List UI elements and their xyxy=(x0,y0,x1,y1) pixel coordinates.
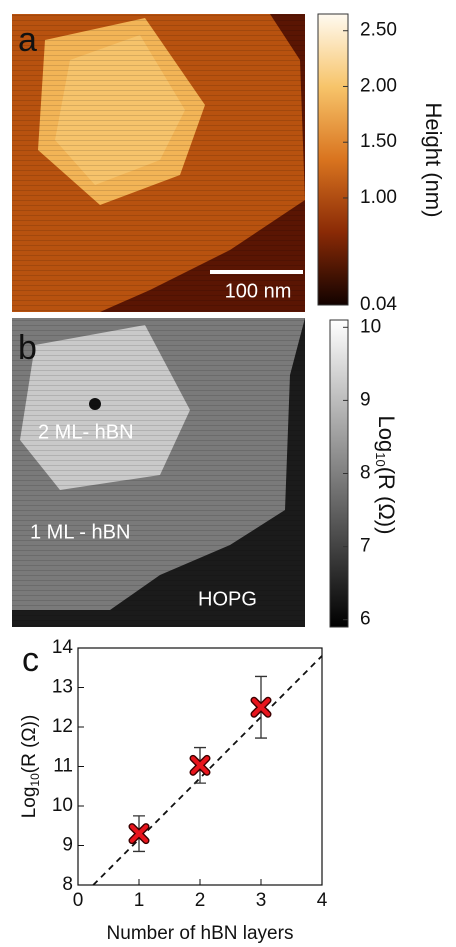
colorbar-tick-label: 0.04 xyxy=(360,294,397,315)
y-tick-label: 13 xyxy=(52,677,73,698)
x-axis-label: Number of hBN layers xyxy=(107,923,294,944)
x-tick-label: 1 xyxy=(134,890,145,911)
data-point-fill xyxy=(251,698,271,717)
colorbar-tick-label: 1.00 xyxy=(360,187,397,208)
panel-label: c xyxy=(22,641,39,679)
scale-bar-label: 100 nm xyxy=(225,280,292,302)
y-tick-label: 9 xyxy=(62,835,73,856)
y-tick-label: 14 xyxy=(52,637,74,658)
label-part: Log xyxy=(374,416,399,453)
resistance-map xyxy=(12,318,305,627)
panel-label: a xyxy=(18,21,37,59)
y-tick-label: 8 xyxy=(62,874,73,895)
colorbar-tick-label: 6 xyxy=(360,609,371,630)
axis-label: Log10(R (Ω)) xyxy=(373,416,400,535)
label-part: (R (Ω)) xyxy=(19,715,40,774)
x-tick-label: 0 xyxy=(73,890,84,911)
annotation: 1 ML - hBN xyxy=(30,521,130,543)
afm-image xyxy=(12,14,305,312)
data-point-fill xyxy=(129,824,149,843)
y-tick-label: 12 xyxy=(52,716,73,737)
label-sub: 10 xyxy=(28,773,42,787)
panel-label: b xyxy=(18,329,37,367)
colorbar-label: Height (nm) xyxy=(421,103,446,218)
data-point-fill xyxy=(190,756,210,775)
colorbar-tick-label: 2.50 xyxy=(360,20,397,41)
label-part: Log xyxy=(19,787,40,819)
fit-line xyxy=(92,655,323,886)
annotation: 2 ML- hBN xyxy=(38,421,134,443)
colorbar xyxy=(317,13,349,306)
x-tick-label: 4 xyxy=(317,890,328,911)
label-part: (R (Ω)) xyxy=(374,467,399,535)
y-tick-label: 10 xyxy=(52,795,73,816)
x-tick-label: 2 xyxy=(195,890,206,911)
colorbar-tick-label: 7 xyxy=(360,536,371,557)
colorbar-tick-label: 8 xyxy=(360,463,371,484)
annotation: HOPG xyxy=(198,588,257,610)
y-tick-label: 11 xyxy=(53,756,73,777)
label-sub: 10 xyxy=(373,452,388,466)
colorbar-tick-label: 1.50 xyxy=(360,131,397,152)
x-tick-label: 3 xyxy=(256,890,267,911)
axis-label: Log10(R (Ω)) xyxy=(19,715,42,819)
colorbar-tick-label: 2.00 xyxy=(360,75,397,96)
colorbar-tick-label: 9 xyxy=(360,389,371,410)
colorbar-tick-label: 10 xyxy=(360,316,381,337)
